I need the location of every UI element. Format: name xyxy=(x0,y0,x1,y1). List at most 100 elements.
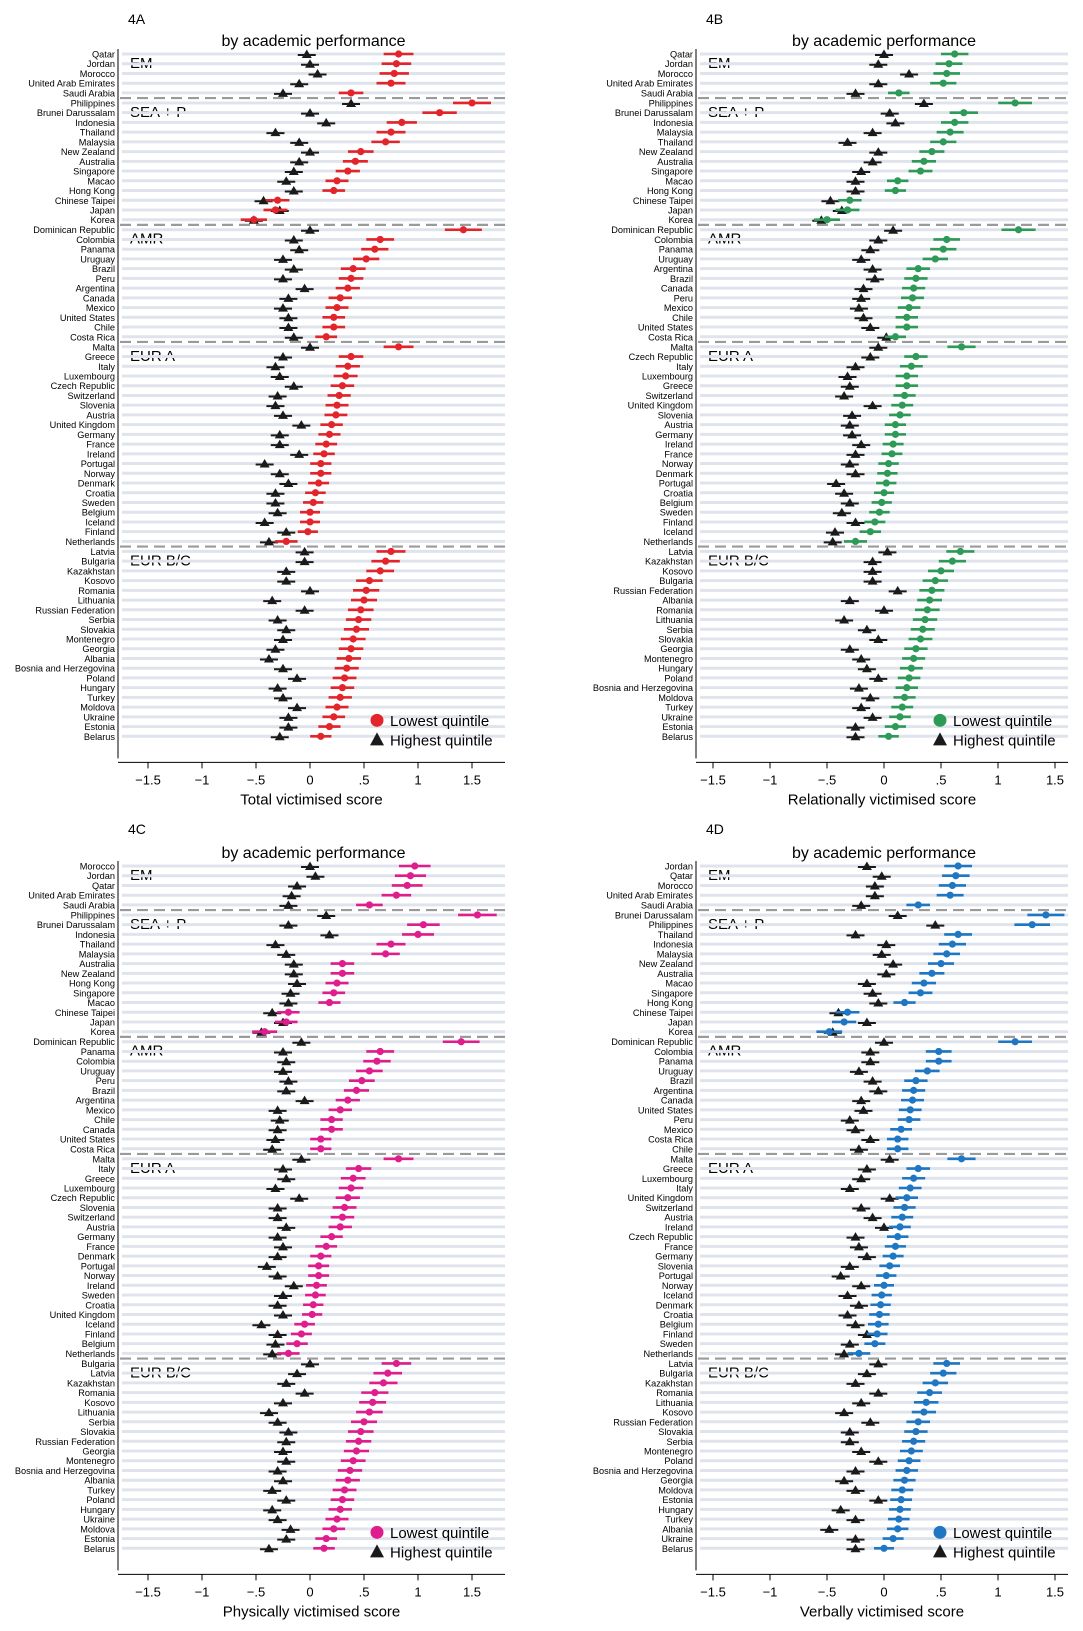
lowest-quintile-point xyxy=(379,1379,388,1387)
lowest-quintile-point xyxy=(414,930,422,939)
country-label: Austria xyxy=(664,420,693,430)
lowest-quintile-point xyxy=(912,1077,920,1085)
lowest-quintile-point xyxy=(928,969,936,977)
highest-quintile-point xyxy=(867,576,878,585)
country-label: Turkey xyxy=(87,1485,115,1495)
lowest-quintile-point xyxy=(284,1008,292,1016)
lowest-quintile-point xyxy=(330,186,338,195)
lowest-quintile-point xyxy=(347,89,355,97)
panel-title: by academic performance xyxy=(792,845,976,862)
country-label: Italy xyxy=(676,362,693,372)
lowest-quintile-point xyxy=(360,596,368,604)
highest-quintile-point xyxy=(856,702,867,712)
x-tick-label: −.5 xyxy=(247,1584,265,1599)
country-label: Malaysia xyxy=(79,137,116,147)
highest-quintile-point xyxy=(305,1358,315,1368)
lowest-quintile-point xyxy=(840,1018,848,1026)
highest-quintile-point xyxy=(283,322,294,332)
lowest-quintile-point xyxy=(914,1418,922,1426)
lowest-quintile-point xyxy=(895,1515,903,1523)
lowest-quintile-point xyxy=(398,118,406,127)
lowest-quintile-point xyxy=(939,245,947,253)
x-tick-label: 0 xyxy=(880,1584,887,1599)
lowest-quintile-point xyxy=(898,1486,906,1494)
highest-quintile-point xyxy=(858,283,869,293)
country-label: Thailand xyxy=(658,930,693,940)
highest-quintile-point xyxy=(272,1329,283,1338)
highest-quintile-point xyxy=(281,566,292,575)
country-label: Jordan xyxy=(87,871,115,881)
lowest-quintile-point xyxy=(336,693,344,701)
lowest-quintile-point xyxy=(330,1525,338,1533)
country-label: Portugal xyxy=(659,1271,693,1281)
country-label: Peru xyxy=(674,293,693,303)
highest-quintile-point xyxy=(842,1290,853,1300)
country-label: Moldova xyxy=(658,693,694,703)
x-tick-label: .5 xyxy=(359,772,370,787)
highest-quintile-point xyxy=(278,1046,288,1056)
lowest-quintile-point xyxy=(325,998,334,1007)
country-label: Norway xyxy=(84,1271,116,1281)
lowest-quintile-point xyxy=(1028,921,1036,929)
lowest-quintile-point xyxy=(910,1437,918,1445)
highest-quintile-point xyxy=(288,166,299,176)
highest-quintile-point xyxy=(281,527,292,536)
country-label: Philippines xyxy=(649,98,694,108)
lowest-quintile-point xyxy=(939,138,947,146)
highest-quintile-point xyxy=(292,978,303,988)
highest-quintile-point xyxy=(888,959,899,968)
legend-lowest-marker xyxy=(933,713,947,727)
highest-quintile-point xyxy=(305,861,315,870)
lowest-quintile-point xyxy=(382,557,390,565)
country-label: Slovakia xyxy=(80,625,116,635)
highest-quintile-point xyxy=(850,1485,861,1494)
lowest-quintile-point xyxy=(317,732,325,740)
lowest-quintile-point xyxy=(914,265,922,273)
lowest-quintile-point xyxy=(392,891,400,899)
lowest-quintile-point xyxy=(369,1398,377,1406)
lowest-quintile-point xyxy=(336,1223,344,1231)
x-axis-label: Relationally victimised score xyxy=(788,791,976,808)
country-label: Ireland xyxy=(87,1281,115,1291)
highest-quintile-point xyxy=(278,1446,288,1455)
lowest-quintile-point xyxy=(900,391,909,400)
panel-label: 4D xyxy=(706,821,724,837)
country-label: Colombia xyxy=(76,235,116,245)
country-label: Kazakhstan xyxy=(67,566,115,576)
country-label: Chile xyxy=(94,323,115,333)
country-label: United Arab Emirates xyxy=(28,891,115,901)
country-label: Netherlands xyxy=(643,1349,693,1359)
lowest-quintile-point xyxy=(340,1486,349,1494)
lowest-quintile-point xyxy=(920,157,928,165)
country-label: Latvia xyxy=(90,547,115,557)
lowest-quintile-point xyxy=(344,284,352,292)
lowest-quintile-point xyxy=(347,352,355,361)
lowest-quintile-point xyxy=(330,313,338,321)
highest-quintile-point xyxy=(281,176,292,185)
country-label: Slovenia xyxy=(80,1203,116,1213)
x-tick-label: 1.5 xyxy=(1046,1584,1064,1599)
highest-quintile-point xyxy=(856,439,867,449)
lowest-quintile-point xyxy=(311,1291,319,1299)
lowest-quintile-point xyxy=(897,1496,905,1504)
country-label: Australia xyxy=(657,157,694,167)
country-label: Bulgaria xyxy=(81,1359,116,1369)
lowest-quintile-point xyxy=(919,625,927,633)
highest-quintile-point xyxy=(285,1524,296,1533)
legend-highest-label: Highest quintile xyxy=(390,732,493,749)
country-label: United States xyxy=(60,313,116,323)
lowest-quintile-point xyxy=(358,1077,366,1085)
country-label: Malta xyxy=(671,1154,694,1164)
lowest-quintile-point xyxy=(355,1164,363,1173)
country-label: Poland xyxy=(664,673,693,683)
highest-quintile-point xyxy=(844,1261,855,1270)
lowest-quintile-point xyxy=(392,1359,400,1368)
x-tick-label: 0 xyxy=(880,772,887,787)
highest-quintile-point xyxy=(281,1436,292,1446)
legend-highest-marker xyxy=(933,1544,947,1558)
legend-lowest-marker xyxy=(933,1525,947,1539)
lowest-quintile-point xyxy=(387,940,395,948)
highest-quintile-point xyxy=(278,88,288,97)
highest-quintile-point xyxy=(263,1543,274,1553)
highest-quintile-point xyxy=(288,968,299,978)
